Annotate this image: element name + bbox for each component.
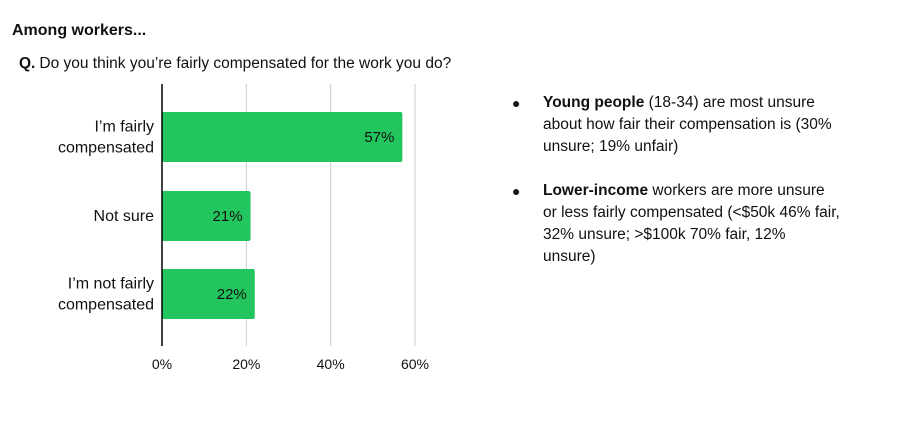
- question-body: Do you think you’re fairly compensated f…: [39, 55, 452, 72]
- data-label: 22%: [217, 286, 247, 303]
- category-label-line: compensated: [58, 140, 154, 157]
- note-item: ● Young people (18-34) are most unsure ab…: [512, 92, 842, 158]
- page-title: Among workers...: [12, 22, 147, 39]
- x-tick-label: 60%: [401, 356, 429, 372]
- category-label-line: Not sure: [94, 208, 155, 225]
- bar: [162, 112, 403, 162]
- data-label: 21%: [213, 208, 243, 225]
- question-text: Q. Do you think you’re fairly compensated…: [19, 55, 451, 73]
- category-label-line: I’m not fairly: [68, 276, 154, 293]
- bar: [162, 269, 255, 319]
- question-prefix: Q.: [19, 55, 36, 72]
- category-label: I’m not fairly compensated: [58, 276, 154, 314]
- note-bold: Lower-income: [543, 182, 649, 199]
- bullet-icon: ●: [512, 95, 521, 111]
- bullet-icon: ●: [512, 183, 521, 199]
- x-tick-label: 20%: [232, 356, 260, 372]
- category-label-line: compensated: [58, 297, 154, 314]
- bars: [162, 112, 403, 319]
- x-tick-label: 0%: [152, 356, 172, 372]
- data-label: 57%: [364, 129, 394, 146]
- category-label-line: I’m fairly: [94, 119, 154, 136]
- category-label: Not sure: [94, 208, 155, 225]
- note-bold: Young people: [543, 94, 645, 111]
- note-item: ● Lower-income workers are more unsure or…: [512, 180, 842, 268]
- labels: 0% 20% 40% 60% 57% I’m fairly compensated 21% No…: [58, 119, 429, 373]
- notes-list: ● Young people (18-34) are most unsure ab…: [512, 92, 842, 290]
- note-text: workers are more unsure or less fairly c…: [543, 182, 840, 265]
- category-label: I’m fairly compensated: [58, 119, 154, 157]
- note-text: (18-34) are most unsure about how fair t…: [543, 94, 832, 155]
- bar: [162, 191, 251, 241]
- x-tick-label: 40%: [317, 356, 345, 372]
